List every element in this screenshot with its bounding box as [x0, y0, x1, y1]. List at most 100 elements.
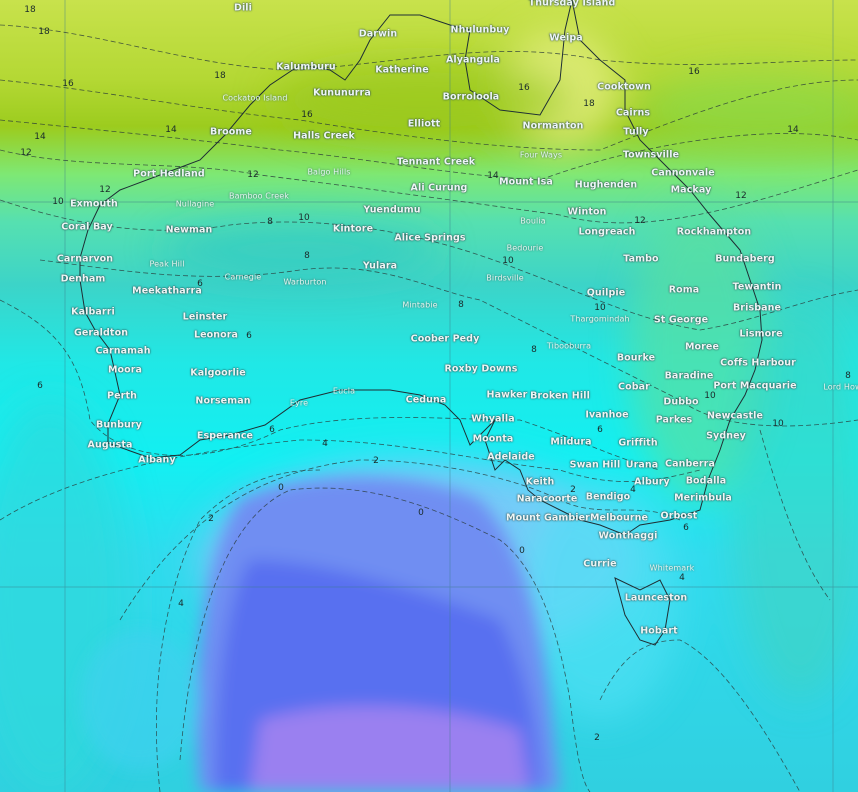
city-label[interactable]: Nhulunbuy: [450, 24, 510, 36]
city-label[interactable]: Yuendumu: [363, 204, 421, 216]
city-label[interactable]: Coober Pedy: [410, 333, 480, 345]
city-label[interactable]: Exmouth: [70, 198, 118, 210]
city-label[interactable]: Canberra: [665, 458, 715, 470]
city-label[interactable]: Quilpie: [586, 287, 626, 299]
city-label[interactable]: Carnamah: [95, 345, 151, 357]
city-label[interactable]: Bourke: [616, 352, 656, 364]
city-label[interactable]: Albany: [138, 454, 176, 466]
city-label[interactable]: Coral Bay: [61, 221, 113, 233]
city-label[interactable]: Moora: [107, 364, 143, 376]
city-label[interactable]: Bendigo: [585, 491, 631, 503]
city-label[interactable]: Carnegie: [224, 272, 262, 282]
city-label[interactable]: Ivanhoe: [585, 409, 629, 421]
city-label[interactable]: Hobart: [640, 625, 678, 637]
city-label[interactable]: Ceduna: [405, 394, 447, 406]
city-label[interactable]: Normanton: [522, 120, 584, 132]
city-label[interactable]: Adelaide: [487, 451, 535, 463]
city-label[interactable]: Port Macquarie: [713, 380, 797, 392]
city-label[interactable]: Whitemark: [649, 563, 695, 573]
city-label[interactable]: Cobar: [618, 381, 650, 393]
city-label[interactable]: Lismore: [739, 328, 783, 340]
city-label[interactable]: Dili: [233, 2, 253, 14]
city-label[interactable]: Hughenden: [574, 179, 638, 191]
city-label[interactable]: Hawker: [486, 389, 528, 401]
city-label[interactable]: Perth: [107, 390, 137, 402]
city-label[interactable]: Brisbane: [732, 302, 782, 314]
city-label[interactable]: Carnarvon: [56, 253, 114, 265]
city-label[interactable]: Rockhampton: [676, 226, 752, 238]
city-label[interactable]: Roxby Downs: [444, 363, 518, 375]
city-label[interactable]: Albury: [634, 476, 670, 488]
city-label[interactable]: Longreach: [578, 226, 636, 238]
city-label[interactable]: Currie: [583, 558, 617, 570]
city-label[interactable]: Mildura: [550, 436, 592, 448]
city-label[interactable]: Coffs Harbour: [720, 357, 796, 369]
city-label[interactable]: Bamboo Creek: [229, 191, 289, 201]
city-label[interactable]: Ali Curung: [410, 182, 468, 194]
city-label[interactable]: Tennant Creek: [396, 156, 476, 168]
city-label[interactable]: Swan Hill: [569, 459, 621, 471]
city-label[interactable]: Kununurra: [313, 87, 371, 99]
city-label[interactable]: Broken Hill: [530, 390, 590, 402]
city-label[interactable]: Meekatharra: [132, 285, 202, 297]
city-label[interactable]: Halls Creek: [293, 130, 355, 142]
city-label[interactable]: Borroloola: [442, 91, 500, 103]
city-label[interactable]: Parkes: [655, 414, 693, 426]
city-label[interactable]: Alice Springs: [394, 232, 466, 244]
city-label[interactable]: Leinster: [182, 311, 228, 323]
city-label[interactable]: Boulia: [520, 216, 546, 226]
city-label[interactable]: Winton: [567, 206, 607, 218]
city-label[interactable]: Weipa: [549, 32, 583, 44]
city-label[interactable]: Keith: [525, 476, 555, 488]
city-label[interactable]: Warburton: [283, 277, 327, 287]
city-label[interactable]: Augusta: [87, 439, 133, 451]
city-label[interactable]: Lord Howe: [823, 382, 858, 392]
city-label[interactable]: Melbourne: [589, 512, 649, 524]
city-label[interactable]: Newcastle: [706, 410, 764, 422]
city-label[interactable]: Leonora: [193, 329, 239, 341]
city-label[interactable]: Orbost: [660, 510, 698, 522]
city-label[interactable]: Peak Hill: [149, 259, 185, 269]
city-label[interactable]: Cairns: [615, 107, 651, 119]
city-label[interactable]: Sydney: [706, 430, 746, 442]
city-label[interactable]: Wonthaggi: [598, 530, 658, 542]
city-label[interactable]: Denham: [60, 273, 106, 285]
city-label[interactable]: Esperance: [196, 430, 254, 442]
city-label[interactable]: Moree: [684, 341, 720, 353]
city-label[interactable]: Cockatoo Island: [222, 93, 288, 103]
city-label[interactable]: Merimbula: [674, 492, 732, 504]
city-label[interactable]: Townsville: [622, 149, 680, 161]
city-label[interactable]: Launceston: [624, 592, 688, 604]
city-label[interactable]: Tambo: [623, 253, 659, 265]
city-label[interactable]: Mount Gambier: [506, 512, 590, 524]
city-label[interactable]: Cannonvale: [651, 167, 715, 179]
city-label[interactable]: Birdsville: [486, 273, 524, 283]
city-label[interactable]: Nullagine: [175, 199, 215, 209]
city-label[interactable]: Katherine: [375, 64, 429, 76]
city-label[interactable]: Norseman: [195, 395, 251, 407]
city-label[interactable]: Darwin: [358, 28, 398, 40]
city-label[interactable]: Alyangula: [445, 54, 501, 66]
city-label[interactable]: Eyre: [289, 398, 309, 408]
city-label[interactable]: Naracoorte: [516, 493, 578, 505]
city-label[interactable]: Whyalla: [471, 413, 515, 425]
city-label[interactable]: Thursday Island: [528, 0, 616, 9]
city-label[interactable]: Bunbury: [96, 419, 142, 431]
city-label[interactable]: Mount Isa: [499, 176, 553, 188]
city-label[interactable]: Elliott: [407, 118, 441, 130]
city-label[interactable]: Cooktown: [597, 81, 651, 93]
city-label[interactable]: Kalbarri: [71, 306, 115, 318]
city-label[interactable]: Roma: [668, 284, 700, 296]
city-label[interactable]: Tewantin: [732, 281, 782, 293]
city-label[interactable]: Tibooburra: [546, 341, 592, 351]
city-label[interactable]: Bodalla: [685, 475, 727, 487]
city-label[interactable]: Kintore: [332, 223, 374, 235]
city-label[interactable]: Port Hedland: [133, 168, 205, 180]
city-label[interactable]: Broome: [210, 126, 252, 138]
city-label[interactable]: Mackay: [670, 184, 712, 196]
city-label[interactable]: Kalgoorlie: [190, 367, 246, 379]
city-label[interactable]: Kalumburu: [276, 61, 336, 73]
city-label[interactable]: Eucla: [332, 386, 356, 396]
city-label[interactable]: Mintabie: [402, 300, 438, 310]
city-label[interactable]: Yulara: [362, 260, 398, 272]
